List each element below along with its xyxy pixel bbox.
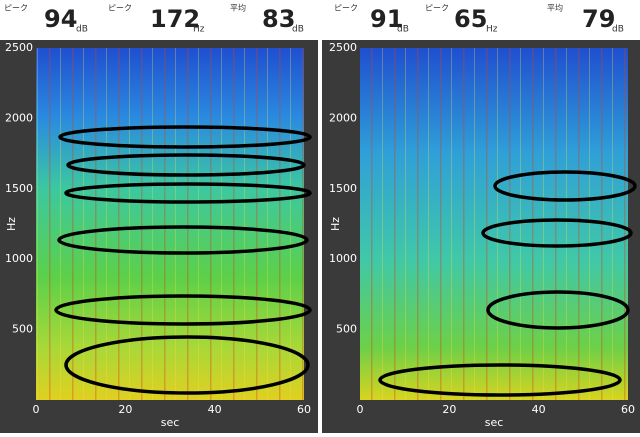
annotation-ellipse: [54, 294, 312, 326]
readout-value: 172: [150, 5, 200, 33]
y-tick-label: 1500: [329, 182, 357, 195]
spectrogram-texture: [36, 48, 304, 400]
x-tick-label: 40: [208, 403, 222, 416]
readout-value: 79: [582, 5, 615, 33]
readout-value: 91: [370, 5, 403, 33]
y-tick-label: 2000: [5, 111, 33, 124]
readout-unit: dB: [76, 25, 88, 35]
x-tick-label: 40: [532, 403, 546, 416]
y-tick-label: 1000: [329, 252, 357, 265]
readout-value: 65: [454, 5, 487, 33]
readout-unit: dB: [397, 25, 409, 35]
annotation-ellipse: [66, 153, 306, 177]
y-tick-label: 2500: [329, 41, 357, 54]
y-tick-label: 1500: [5, 182, 33, 195]
readout-label: 平均: [230, 3, 246, 13]
y-tick-label: 2000: [329, 111, 357, 124]
x-axis-label: sec: [161, 416, 180, 429]
readout-label: ピーク: [4, 4, 28, 13]
annotation-ellipse: [493, 170, 637, 202]
x-tick-label: 60: [621, 403, 635, 416]
annotation-ellipse: [486, 290, 630, 330]
annotation-ellipse: [64, 182, 312, 204]
readout-label: ピーク: [334, 4, 358, 13]
x-tick-label: 20: [442, 403, 456, 416]
y-tick-label: 500: [336, 323, 357, 336]
spectrogram-texture: [360, 48, 628, 400]
readout-unit: Hz: [193, 25, 205, 35]
readout-unit: dB: [292, 25, 304, 35]
annotation-ellipse: [378, 363, 622, 397]
readout-label: ピーク: [425, 4, 449, 13]
readout-label: ピーク: [108, 4, 132, 13]
annotation-ellipse: [481, 218, 633, 248]
x-tick-label: 20: [118, 403, 132, 416]
y-axis-label: Hz: [329, 217, 342, 231]
readout-label: 平均: [547, 3, 563, 13]
annotation-ellipse: [57, 225, 309, 255]
readout-unit: Hz: [486, 25, 498, 35]
x-tick-label: 60: [297, 403, 311, 416]
y-tick-label: 1000: [5, 252, 33, 265]
x-tick-label: 0: [357, 403, 364, 416]
x-axis-label: sec: [485, 416, 504, 429]
y-axis-label: Hz: [5, 217, 18, 231]
annotations: [54, 125, 637, 397]
y-tick-label: 500: [12, 323, 33, 336]
x-tick-label: 0: [33, 403, 40, 416]
readout-value: 83: [262, 5, 295, 33]
annotation-ellipse: [64, 335, 310, 395]
y-tick-label: 2500: [5, 41, 33, 54]
readout-value: 94: [44, 5, 77, 33]
readout-unit: dB: [612, 25, 624, 35]
annotation-ellipse: [58, 125, 312, 149]
